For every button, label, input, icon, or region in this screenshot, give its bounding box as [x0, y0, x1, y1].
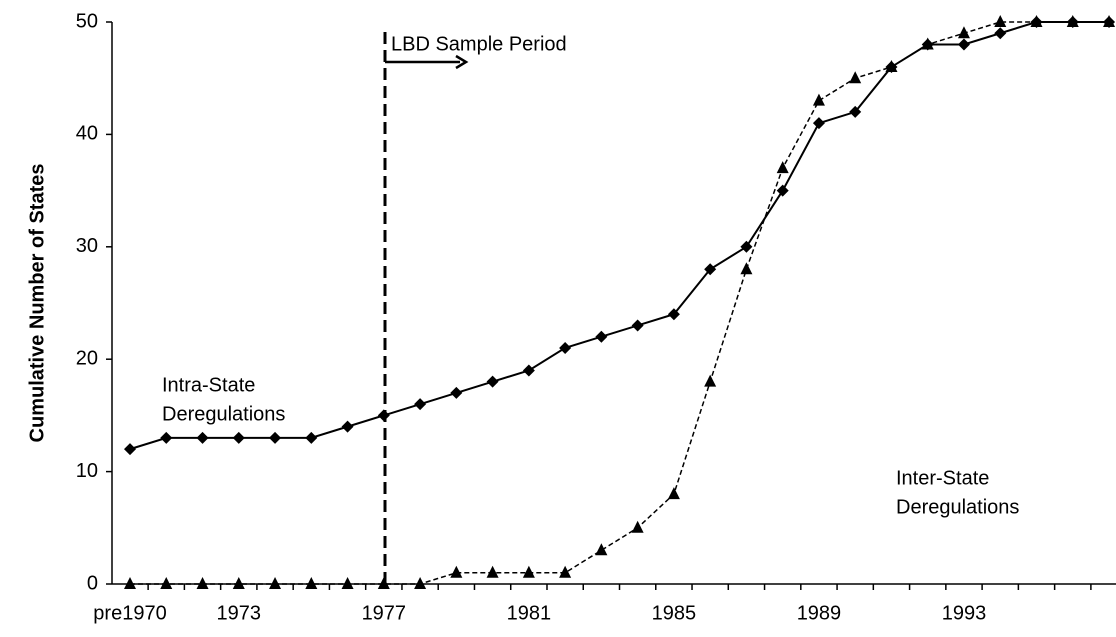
marker: [522, 364, 535, 377]
marker: [631, 319, 644, 332]
x-tick-label: 1973: [217, 602, 262, 624]
marker: [812, 117, 825, 130]
series-label: Intra-State: [162, 374, 255, 396]
marker: [595, 330, 608, 343]
annotation-arrow-head: [455, 54, 469, 70]
marker: [196, 431, 209, 444]
marker: [414, 577, 427, 589]
x-tick-label: 1985: [652, 602, 697, 624]
marker: [776, 161, 789, 174]
x-tick-label: pre1970: [93, 602, 166, 624]
marker: [994, 15, 1007, 27]
y-tick-label: 0: [87, 572, 98, 594]
marker: [377, 409, 390, 422]
marker: [994, 27, 1007, 40]
marker: [1066, 15, 1079, 27]
marker: [957, 26, 970, 39]
x-tick-label: 1977: [362, 602, 407, 624]
marker: [704, 374, 717, 387]
marker: [305, 577, 318, 589]
annotation: LBD Sample Period: [391, 33, 567, 55]
y-tick-label: 40: [76, 123, 98, 145]
marker: [341, 577, 354, 589]
marker: [921, 37, 934, 50]
marker: [704, 263, 717, 276]
marker: [849, 105, 862, 118]
marker: [269, 431, 282, 444]
marker: [124, 577, 136, 589]
marker: [957, 38, 970, 51]
series-label: Inter-State: [896, 467, 989, 489]
marker: [450, 386, 463, 399]
marker: [631, 520, 644, 533]
marker: [740, 262, 753, 275]
series-label: Deregulations: [896, 496, 1019, 518]
marker: [1103, 15, 1116, 27]
marker: [595, 543, 608, 556]
marker: [232, 577, 245, 589]
marker: [486, 565, 499, 578]
series-label: Deregulations: [162, 403, 285, 425]
marker: [667, 308, 680, 321]
marker: [196, 577, 209, 589]
marker: [377, 577, 390, 589]
marker: [124, 443, 136, 456]
series-line: [129, 21, 1110, 451]
y-tick-label: 10: [76, 460, 98, 482]
y-tick-label: 20: [76, 347, 98, 369]
marker: [341, 420, 354, 433]
y-axis-label: Cumulative Number of States: [26, 164, 48, 443]
marker: [812, 93, 825, 106]
x-tick-label: 1993: [942, 602, 987, 624]
marker: [232, 431, 245, 444]
series-line: [130, 21, 1110, 585]
marker: [160, 431, 173, 444]
marker: [269, 577, 282, 589]
marker: [160, 577, 173, 589]
marker: [559, 341, 572, 354]
y-tick-label: 50: [76, 10, 98, 32]
marker: [305, 431, 318, 444]
y-tick-label: 30: [76, 235, 98, 257]
marker: [486, 375, 499, 388]
marker: [667, 487, 680, 500]
marker: [522, 565, 535, 578]
x-tick-label: 1981: [507, 602, 552, 624]
marker: [740, 240, 753, 253]
marker: [450, 565, 463, 578]
x-tick-label: 1989: [797, 602, 842, 624]
marker: [414, 398, 427, 411]
marker: [776, 184, 789, 197]
marker: [1030, 15, 1043, 27]
marker: [559, 565, 572, 578]
marker: [885, 59, 898, 72]
marker: [849, 71, 862, 84]
